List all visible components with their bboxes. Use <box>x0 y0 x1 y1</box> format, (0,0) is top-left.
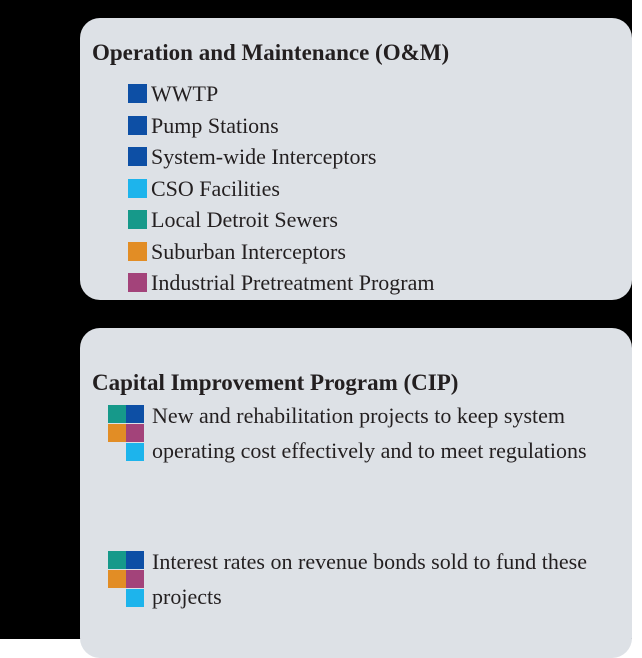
legend-item: Local Detroit Sewers <box>128 204 338 235</box>
icon-square <box>126 405 144 423</box>
item-label: Suburban Interceptors <box>151 238 346 264</box>
icon-square <box>126 424 144 442</box>
icon-square <box>108 551 126 569</box>
color-swatch <box>128 210 147 229</box>
icon-square <box>108 424 126 442</box>
legend-item: CSO Facilities <box>128 173 280 204</box>
color-swatch <box>128 84 147 103</box>
cluster-icon <box>108 551 148 609</box>
icon-square <box>126 443 144 461</box>
item-text: New and rehabilitation projects to keep … <box>152 403 587 463</box>
color-swatch <box>128 273 147 292</box>
section-title: Operation and Maintenance (O&M) <box>92 40 450 65</box>
item-label: System-wide Interceptors <box>151 144 377 169</box>
section-title: Capital Improvement Program (CIP) <box>92 370 459 395</box>
item-label: Local Detroit Sewers <box>151 207 338 232</box>
icon-square <box>108 570 126 588</box>
item-label: Industrial Pretreatment Program <box>151 270 435 295</box>
icon-square <box>126 589 144 607</box>
icon-square <box>108 405 126 423</box>
cip-panel: Capital Improvement Program (CIP) New an… <box>80 328 632 658</box>
item-label: CSO Facilities <box>151 175 280 201</box>
legend-item: Suburban Interceptors <box>128 236 346 267</box>
icon-square <box>126 551 144 569</box>
legend-item: WWTP <box>128 78 218 109</box>
item-label: Pump Stations <box>151 112 279 138</box>
legend-item: System-wide Interceptors <box>128 141 376 172</box>
item-text: Interest rates on revenue bonds sold to … <box>152 549 587 609</box>
cluster-icon <box>108 405 148 463</box>
color-swatch <box>128 115 147 135</box>
color-swatch <box>128 241 147 261</box>
icon-square <box>126 570 144 588</box>
item-label: WWTP <box>151 81 219 106</box>
legend-item: Industrial Pretreatment Program <box>128 267 434 298</box>
legend-item: Pump Stations <box>128 110 279 141</box>
om-panel: Operation and Maintenance (O&M) WWTP Pump… <box>80 18 632 300</box>
color-swatch <box>128 147 147 166</box>
color-swatch <box>128 178 147 198</box>
